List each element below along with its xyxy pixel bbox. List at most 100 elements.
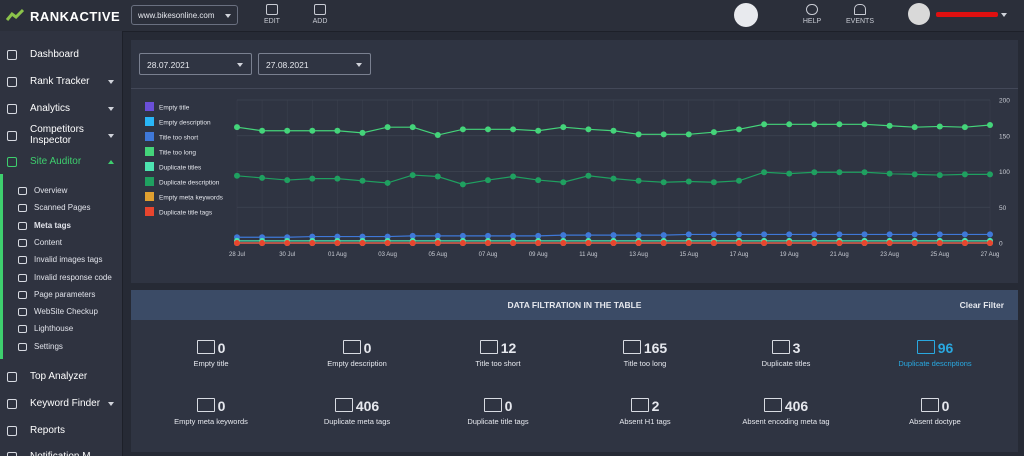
data-point <box>911 171 918 178</box>
caret <box>356 63 362 67</box>
date-from[interactable]: 28.07.2021 <box>139 53 252 75</box>
logo[interactable]: RANKACTIVE <box>30 9 121 24</box>
nav-item[interactable]: Rank Tracker <box>30 76 90 87</box>
legend-label: Duplicate title tags <box>159 210 213 217</box>
stat-item[interactable]: 0 Empty description <box>282 340 432 368</box>
data-point <box>284 177 291 184</box>
stat-item[interactable]: 0 Empty meta keywords <box>136 398 286 426</box>
add-button[interactable]: ADD <box>312 18 328 25</box>
data-point <box>259 174 266 181</box>
sub-icon <box>18 187 27 195</box>
data-point <box>284 240 291 246</box>
data-point <box>861 169 868 176</box>
sub-item[interactable]: Invalid images tags <box>34 255 103 265</box>
data-point <box>736 126 742 133</box>
data-point <box>685 231 692 238</box>
sub-item[interactable]: Meta tags <box>34 220 71 230</box>
data-point <box>485 177 491 184</box>
data-point <box>409 232 416 239</box>
nav-item[interactable]: Reports <box>30 425 66 436</box>
stat-item[interactable]: 96 Duplicate descriptions <box>860 340 1010 368</box>
data-point <box>761 121 768 128</box>
avatar[interactable] <box>908 3 930 25</box>
x-tick-label: 09 Aug <box>529 252 548 258</box>
data-point <box>936 231 943 238</box>
nav-item[interactable]: Site Auditor <box>30 156 82 167</box>
sub-icon <box>18 204 27 213</box>
nav-item[interactable]: Dashboard <box>30 49 79 60</box>
nav-item[interactable]: Analytics <box>30 103 71 114</box>
stat-item[interactable]: 0 Duplicate title tags <box>423 398 573 426</box>
x-tick-label: 05 Aug <box>428 252 447 258</box>
sub-item[interactable]: Content <box>34 237 63 247</box>
legend-label: Title too short <box>159 135 198 142</box>
sub-item[interactable]: WebSite Checkup <box>34 307 98 317</box>
data-point <box>861 240 868 246</box>
help-icon <box>806 4 818 15</box>
x-tick-label: 13 Aug <box>629 252 648 258</box>
stat-label: Duplicate titles <box>761 359 811 368</box>
stat-item[interactable]: 406 Duplicate meta tags <box>282 398 432 426</box>
data-point <box>811 240 818 246</box>
data-point <box>610 232 617 239</box>
nav-icon <box>7 452 17 456</box>
stat-icon <box>334 398 353 412</box>
nav-item[interactable]: Keyword Finder <box>30 398 101 409</box>
stat-number: 2 <box>651 398 660 414</box>
legend-swatch <box>145 132 154 141</box>
nav-caret <box>108 402 114 406</box>
sub-item[interactable]: Lighthouse <box>34 324 74 334</box>
stat-value: 0 <box>136 340 286 356</box>
nav-icon <box>7 77 17 87</box>
stat-item[interactable]: 406 Absent encoding meta tag <box>711 398 861 426</box>
chat-button[interactable] <box>734 3 758 27</box>
stat-number: 0 <box>217 398 226 414</box>
data-point <box>710 231 717 238</box>
sub-item[interactable]: Overview <box>34 186 68 195</box>
edit-button[interactable]: EDIT <box>264 18 280 25</box>
legend-swatch <box>145 147 154 156</box>
stat-item[interactable]: 12 Title too short <box>423 340 573 368</box>
sub-icon <box>18 290 27 299</box>
domain-select[interactable]: www.bikesonline.com <box>131 5 238 25</box>
stat-item[interactable]: 0 Absent doctype <box>860 398 1010 426</box>
stat-label: Empty description <box>327 359 387 368</box>
stat-value: 406 <box>711 398 861 414</box>
caret <box>237 63 243 67</box>
data-point <box>309 240 316 246</box>
data-point <box>961 124 968 131</box>
stat-label: Absent doctype <box>909 417 961 426</box>
stat-label: Duplicate title tags <box>467 417 529 426</box>
legend-label: Empty description <box>159 120 211 127</box>
data-point <box>836 169 843 176</box>
clear-filter[interactable]: Clear Filter <box>959 300 1004 310</box>
stat-item[interactable]: 0 Empty title <box>136 340 286 368</box>
stat-value: 0 <box>282 340 432 356</box>
sub-item[interactable]: Settings <box>34 341 63 351</box>
nav-icon <box>7 426 17 436</box>
stat-item[interactable]: 3 Duplicate titles <box>711 340 861 368</box>
legend-swatch <box>145 117 154 126</box>
sub-icon <box>18 221 27 230</box>
stat-item[interactable]: 165 Title too long <box>570 340 720 368</box>
data-point <box>535 127 542 134</box>
nav-item[interactable]: Notification M <box>30 451 122 456</box>
nav-icon <box>7 372 17 382</box>
x-tick-label: 07 Aug <box>479 252 498 258</box>
nav-item[interactable]: Competitors Inspector <box>30 124 84 146</box>
stat-number: 0 <box>504 398 513 414</box>
events-button[interactable]: EVENTS <box>845 18 874 25</box>
data-point <box>710 129 717 136</box>
data-point <box>309 233 316 240</box>
data-point <box>811 169 818 176</box>
help-button[interactable]: HELP <box>802 18 822 25</box>
user-caret[interactable] <box>1001 13 1007 17</box>
sub-item[interactable]: Page parameters <box>34 289 96 299</box>
date-to[interactable]: 27.08.2021 <box>258 53 371 75</box>
legend-label: Empty title <box>159 105 190 112</box>
stat-label: Absent encoding meta tag <box>742 417 830 426</box>
nav-item[interactable]: Top Analyzer <box>30 371 88 382</box>
sub-item[interactable]: Scanned Pages <box>34 203 91 213</box>
stat-item[interactable]: 2 Absent H1 tags <box>570 398 720 426</box>
sub-item[interactable]: Invalid response code <box>34 272 112 282</box>
